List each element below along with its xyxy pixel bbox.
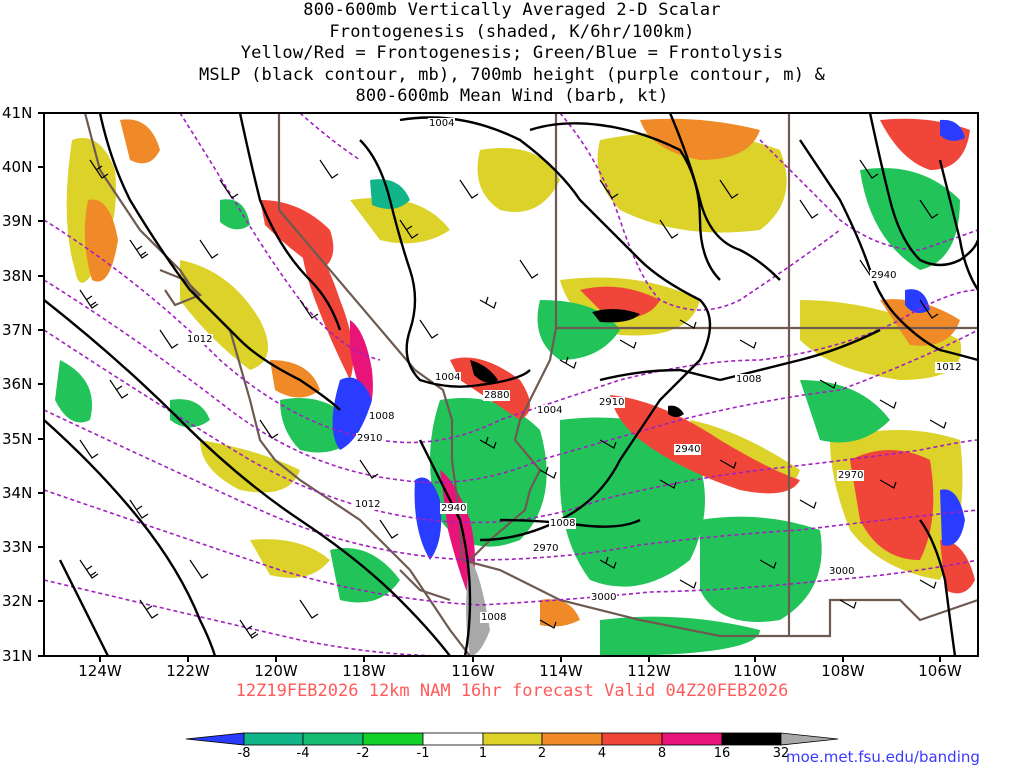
colorbar-bin-gt32 — [780, 732, 839, 746]
colorbar-label: 2 — [537, 746, 547, 761]
contour-label: 2940 — [440, 503, 468, 514]
colorbar-label: 8 — [657, 746, 667, 761]
title-line-3: Yellow/Red = Frontogenesis; Green/Blue =… — [240, 43, 784, 63]
contour-label: 2970 — [532, 543, 560, 554]
lat-label-35n: 35N — [2, 430, 33, 448]
colorbar-bin-8-16 — [661, 732, 723, 746]
lat-label-38n: 38N — [2, 267, 33, 285]
colorbar-bin-1-2 — [482, 732, 543, 746]
colorbar-label: 1 — [478, 746, 488, 761]
lat-label-34n: 34N — [2, 484, 33, 502]
lat-label-39n: 39N — [2, 212, 33, 230]
title-line-2: Frontogenesis (shaded, K/6hr/100km) — [329, 21, 695, 42]
lon-label-112w: 112W — [627, 662, 671, 680]
colorbar-label: -8 — [237, 746, 251, 761]
contour-label: 1004 — [434, 372, 462, 383]
lat-label-33n: 33N — [2, 538, 33, 556]
lon-label-110w: 110W — [733, 662, 777, 680]
colorbar-label: -2 — [356, 746, 370, 761]
lon-label-124w: 124W — [78, 662, 122, 680]
colorbar-label: 16 — [713, 746, 731, 761]
contour-label: 1008 — [735, 374, 763, 385]
colorbar-bin-1-1 — [422, 732, 484, 746]
contour-label: 2880 — [483, 390, 511, 401]
mslp-contours — [44, 113, 978, 656]
colorbar-bin-8-4 — [243, 732, 304, 746]
wind-barbs — [79, 159, 947, 639]
lon-label-114w: 114W — [539, 662, 583, 680]
lon-label-108w: 108W — [821, 662, 865, 680]
axis-ticks — [38, 112, 941, 662]
colorbar-bin-4-2 — [302, 732, 364, 746]
lon-label-116w: 116W — [451, 662, 495, 680]
lat-label-31n: 31N — [2, 647, 33, 665]
contour-label: 1012 — [935, 362, 963, 373]
colorbar-label: 32 — [772, 746, 790, 761]
contour-label: 1012 — [354, 499, 382, 510]
contour-label: 3000 — [590, 592, 618, 603]
colorbar-bin-lt8 — [185, 732, 245, 746]
contour-label: 1004 — [536, 405, 564, 416]
title-line-4: MSLP (black contour, mb), 700mb height (… — [198, 64, 826, 85]
contour-label: 1008 — [368, 411, 396, 422]
lat-label-32n: 32N — [2, 592, 33, 610]
contour-label: 1008 — [480, 612, 508, 623]
contour-label: 1004 — [428, 118, 456, 129]
colorbar-label: 4 — [597, 746, 607, 761]
colorbar-label: -4 — [296, 746, 310, 761]
lat-label-40n: 40N — [2, 158, 33, 176]
contour-label: 2970 — [837, 470, 865, 481]
contour-label: 2910 — [356, 433, 384, 444]
lon-label-118w: 118W — [342, 662, 386, 680]
colorbar-bin-4-8 — [601, 732, 663, 746]
contour-label: 2910 — [598, 397, 626, 408]
contour-label: 2940 — [870, 270, 898, 281]
lon-label-122w: 122W — [166, 662, 210, 680]
colorbar-label: -1 — [416, 746, 430, 761]
map-plot-area — [44, 113, 978, 656]
lat-label-37n: 37N — [2, 321, 33, 339]
forecast-valid-line: 12Z19FEB2026 12km NAM 16hr forecast Vali… — [235, 681, 789, 701]
height-contours — [44, 113, 978, 656]
colorbar-bin-2-4 — [541, 732, 603, 746]
contour-label: 1008 — [549, 518, 577, 529]
lat-label-36n: 36N — [2, 375, 33, 393]
colorbar-bin-2-1 — [362, 732, 424, 746]
contour-label: 1012 — [186, 334, 214, 345]
title-line-5: 800-600mb Mean Wind (barb, kt) — [355, 86, 669, 106]
title-line-1: 800-600mb Vertically Averaged 2-D Scalar — [303, 0, 721, 20]
contour-label: 2940 — [674, 444, 702, 455]
contour-label: 3000 — [828, 566, 856, 577]
colorbar — [185, 732, 839, 746]
lon-label-120w: 120W — [254, 662, 298, 680]
map-title: 800-600mb Vertically Averaged 2-D Scalar… — [0, 0, 1024, 108]
lon-label-106w: 106W — [918, 662, 962, 680]
source-url-link[interactable]: moe.met.fsu.edu/banding — [786, 748, 980, 766]
colorbar-bin-16-32 — [721, 732, 782, 746]
lat-label-41n: 41N — [2, 104, 33, 122]
